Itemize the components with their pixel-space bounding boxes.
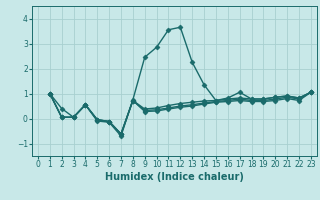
X-axis label: Humidex (Indice chaleur): Humidex (Indice chaleur) <box>105 172 244 182</box>
